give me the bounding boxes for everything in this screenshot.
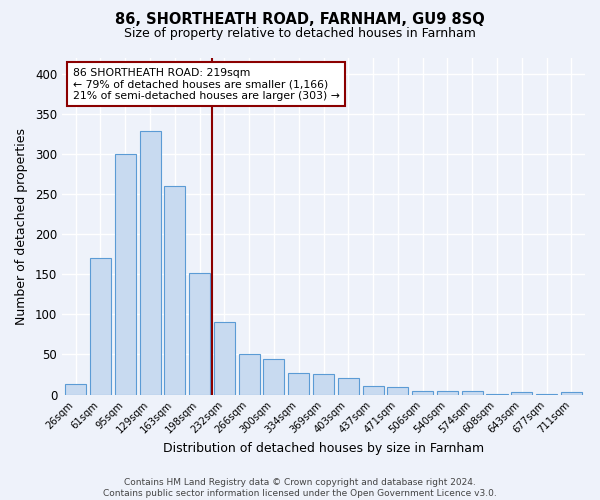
Bar bbox=[313, 374, 334, 394]
Bar bbox=[214, 322, 235, 394]
Bar bbox=[239, 354, 260, 395]
Bar bbox=[461, 392, 483, 394]
Text: Contains HM Land Registry data © Crown copyright and database right 2024.
Contai: Contains HM Land Registry data © Crown c… bbox=[103, 478, 497, 498]
Text: Size of property relative to detached houses in Farnham: Size of property relative to detached ho… bbox=[124, 28, 476, 40]
Bar bbox=[437, 392, 458, 394]
Bar bbox=[164, 186, 185, 394]
Bar bbox=[388, 386, 409, 394]
Bar bbox=[263, 360, 284, 394]
Bar bbox=[288, 373, 309, 394]
Text: 86, SHORTHEATH ROAD, FARNHAM, GU9 8SQ: 86, SHORTHEATH ROAD, FARNHAM, GU9 8SQ bbox=[115, 12, 485, 28]
X-axis label: Distribution of detached houses by size in Farnham: Distribution of detached houses by size … bbox=[163, 442, 484, 455]
Bar bbox=[511, 392, 532, 394]
Bar bbox=[65, 384, 86, 394]
Bar bbox=[189, 272, 210, 394]
Bar bbox=[140, 132, 161, 394]
Bar bbox=[115, 154, 136, 394]
Bar bbox=[561, 392, 582, 394]
Bar bbox=[90, 258, 111, 394]
Bar bbox=[338, 378, 359, 394]
Text: 86 SHORTHEATH ROAD: 219sqm
← 79% of detached houses are smaller (1,166)
21% of s: 86 SHORTHEATH ROAD: 219sqm ← 79% of deta… bbox=[73, 68, 340, 101]
Y-axis label: Number of detached properties: Number of detached properties bbox=[15, 128, 28, 324]
Bar bbox=[362, 386, 383, 394]
Bar bbox=[412, 392, 433, 394]
